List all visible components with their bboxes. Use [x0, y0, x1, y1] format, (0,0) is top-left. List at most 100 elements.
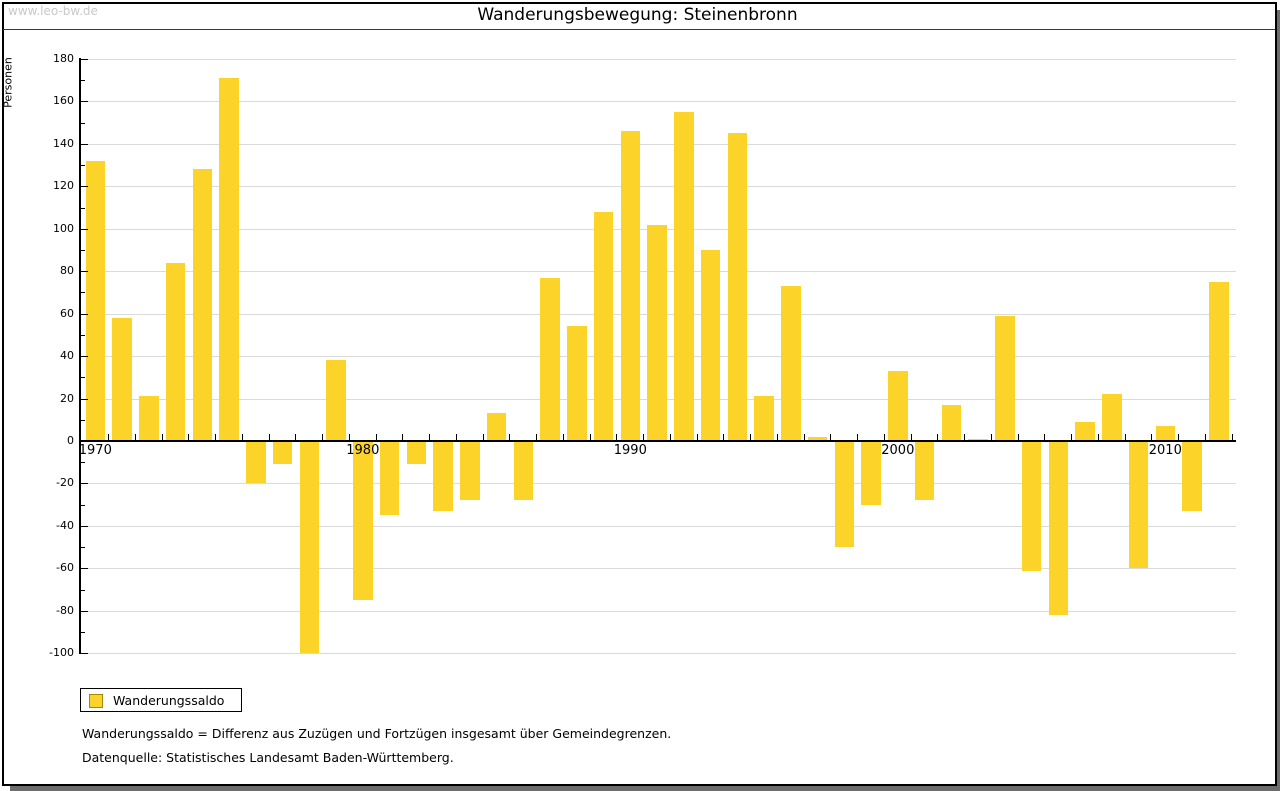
bar-2004	[995, 315, 1015, 442]
x-axis-line	[80, 439, 1236, 442]
gridline--100	[80, 653, 1236, 655]
gridline--20	[80, 483, 1236, 485]
x-tick-2005	[1044, 433, 1046, 440]
x-tick-1995	[776, 433, 778, 440]
y-tick-30	[81, 377, 85, 379]
gridline-160	[80, 101, 1236, 103]
x-tick-1974	[215, 433, 216, 440]
y-tick-40	[81, 356, 88, 358]
y-tick-label-60: 60	[60, 306, 74, 320]
y-tick-100	[81, 228, 88, 230]
x-tick-1970	[108, 433, 109, 440]
y-tick-50	[81, 334, 85, 336]
bar-2012	[1209, 281, 1229, 442]
x-tick-2009	[1151, 433, 1153, 440]
y-tick-label--60: -60	[56, 561, 74, 575]
bar-2005	[1021, 439, 1042, 571]
bar-1970	[85, 160, 105, 442]
y-tick--60	[81, 568, 88, 570]
y-tick-110	[81, 207, 85, 209]
bar-2007	[1075, 421, 1095, 442]
x-tick-1989	[616, 433, 618, 440]
y-tick-label--20: -20	[56, 476, 74, 490]
bar-1972	[139, 396, 159, 442]
x-tick-2007	[1097, 433, 1099, 440]
y-tick-label-120: 120	[53, 179, 74, 193]
x-tick-1993	[723, 433, 725, 440]
y-tick--100	[81, 653, 88, 655]
y-tick-140	[81, 143, 88, 145]
legend-swatch-icon	[89, 694, 103, 708]
gridline--80	[80, 610, 1236, 612]
gridline-120	[80, 186, 1236, 188]
x-tick-1980	[375, 433, 377, 440]
x-tick-1975	[241, 433, 243, 440]
y-tick--30	[81, 504, 85, 506]
x-tick-2012	[1231, 433, 1233, 440]
legend-box: Wanderungssaldo	[80, 688, 242, 712]
x-tick-1982	[429, 433, 430, 440]
x-tick-2011	[1204, 433, 1206, 440]
y-tick--50	[81, 547, 85, 549]
bar-1971	[112, 317, 132, 442]
y-tick-label-40: 40	[60, 349, 74, 363]
bar-1981	[379, 439, 400, 516]
chart-title: Wanderungsbewegung: Steinenbronn	[477, 5, 798, 25]
bar-1983	[433, 439, 453, 511]
x-tick-1981	[402, 433, 404, 440]
bar-1977	[272, 439, 293, 465]
bar-1990	[620, 131, 640, 442]
y-tick-label-80: 80	[60, 264, 74, 278]
bar-1995	[754, 396, 774, 442]
y-axis-line	[79, 58, 81, 655]
y-tick-label--40: -40	[56, 518, 74, 532]
bar-2010	[1155, 426, 1175, 442]
y-tick-120	[81, 186, 88, 188]
x-axis-label-2000: 2000	[881, 443, 915, 458]
drop-shadow-bottom	[10, 786, 1280, 791]
y-tick-10	[81, 419, 85, 421]
x-tick-1999	[883, 433, 885, 440]
y-tick-label-20: 20	[60, 391, 74, 405]
x-tick-2002	[964, 433, 965, 440]
x-tick-2008	[1124, 433, 1126, 440]
y-tick-label-100: 100	[53, 221, 74, 235]
bar-1988	[567, 326, 587, 442]
bar-1979	[326, 360, 346, 442]
x-tick-1978	[322, 433, 323, 440]
bar-1986	[513, 439, 533, 501]
x-axis-label-1990: 1990	[613, 443, 647, 458]
x-tick-1971	[134, 433, 136, 440]
y-tick--70	[81, 589, 85, 591]
bar-2006	[1048, 439, 1068, 615]
bar-2011	[1182, 439, 1202, 511]
footnote-definition: Wanderungssaldo = Differenz aus Zuzügen …	[82, 726, 672, 741]
x-axis-label-1970: 1970	[78, 443, 112, 458]
x-tick-2001	[937, 433, 939, 440]
bar-2002	[941, 404, 961, 442]
bar-1991	[647, 224, 667, 442]
bar-1987	[540, 277, 560, 442]
gridline-180	[80, 59, 1236, 60]
y-tick-label-180: 180	[53, 52, 74, 65]
x-axis-label-2010: 2010	[1148, 443, 1182, 458]
bar-1992	[674, 112, 694, 442]
y-tick--20	[81, 483, 88, 485]
bar-1997	[807, 436, 828, 442]
y-tick-label--100: -100	[49, 646, 74, 660]
x-tick-1976	[268, 433, 270, 440]
bar-1973	[165, 262, 186, 442]
bar-1974	[192, 169, 212, 442]
y-tick-label-140: 140	[53, 136, 74, 150]
x-tick-2010	[1178, 433, 1179, 440]
bar-1985	[486, 413, 507, 442]
x-tick-2000	[910, 433, 912, 440]
y-tick--40	[81, 525, 88, 527]
x-tick-1988	[589, 433, 591, 440]
y-tick-0	[81, 441, 88, 442]
y-tick-170	[81, 80, 85, 82]
y-tick-150	[81, 122, 85, 124]
x-axis-label-1980: 1980	[346, 443, 380, 458]
